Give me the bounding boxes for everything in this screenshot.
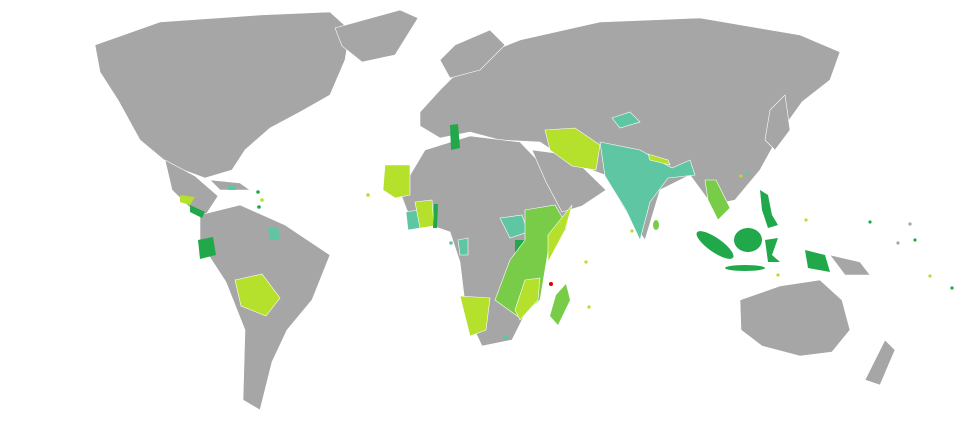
region-mali[interactable] (382, 164, 411, 199)
region-nepal[interactable] (647, 153, 671, 166)
region-mozambique[interactable] (514, 277, 541, 321)
uk-scandinavia (439, 29, 506, 79)
region-new-guinea-west[interactable] (805, 250, 830, 272)
island-dot[interactable] (256, 190, 260, 194)
region-guyana[interactable] (268, 228, 280, 240)
region-ecuador[interactable] (198, 237, 216, 259)
region-honduras[interactable] (180, 195, 195, 205)
island-dot[interactable] (908, 222, 912, 226)
region-sri-lanka[interactable] (653, 220, 659, 230)
papua-new-guinea (829, 254, 871, 276)
island-dot[interactable] (630, 229, 634, 233)
island-dot[interactable] (868, 220, 872, 224)
base-land (94, 9, 896, 411)
region-lesotho[interactable] (503, 336, 508, 340)
region-java[interactable] (725, 265, 765, 271)
region-borneo[interactable] (734, 228, 762, 252)
north-america (94, 11, 351, 179)
region-nicaragua[interactable] (190, 205, 205, 218)
island-dot[interactable] (745, 172, 749, 176)
island-dot[interactable] (950, 286, 954, 290)
island-dot[interactable] (804, 218, 808, 222)
island-dot[interactable] (449, 241, 453, 245)
region-sulawesi[interactable] (765, 238, 780, 262)
island-dot-red[interactable] (549, 282, 553, 286)
island-dot[interactable] (896, 241, 900, 245)
region-sumatra[interactable] (693, 227, 737, 264)
island-dot[interactable] (913, 238, 917, 242)
island-dot[interactable] (587, 305, 591, 309)
region-haiti[interactable] (228, 185, 236, 190)
island-dot[interactable] (257, 205, 261, 209)
island-dot[interactable] (928, 274, 932, 278)
island-dot[interactable] (584, 260, 588, 264)
island-dot[interactable] (739, 174, 743, 178)
greenland (334, 9, 419, 63)
island-dot[interactable] (776, 273, 780, 277)
region-horn-of-africa[interactable] (547, 204, 573, 263)
region-philippines[interactable] (760, 190, 778, 228)
region-iran[interactable] (544, 127, 601, 171)
highlighted-countries (180, 111, 830, 340)
region-togo[interactable] (433, 204, 438, 228)
region-namibia[interactable] (459, 295, 491, 337)
region-central-asia[interactable] (611, 111, 641, 129)
region-tunisia[interactable] (450, 124, 460, 150)
island-dot[interactable] (366, 193, 370, 197)
japan (764, 94, 791, 151)
region-gabon[interactable] (457, 237, 469, 256)
australia (739, 279, 851, 357)
island-markers (256, 172, 954, 309)
region-indochina[interactable] (704, 179, 731, 221)
island-dot[interactable] (260, 198, 264, 202)
region-madagascar[interactable] (550, 284, 570, 325)
region-bolivia[interactable] (234, 273, 281, 317)
new-zealand (864, 339, 896, 386)
